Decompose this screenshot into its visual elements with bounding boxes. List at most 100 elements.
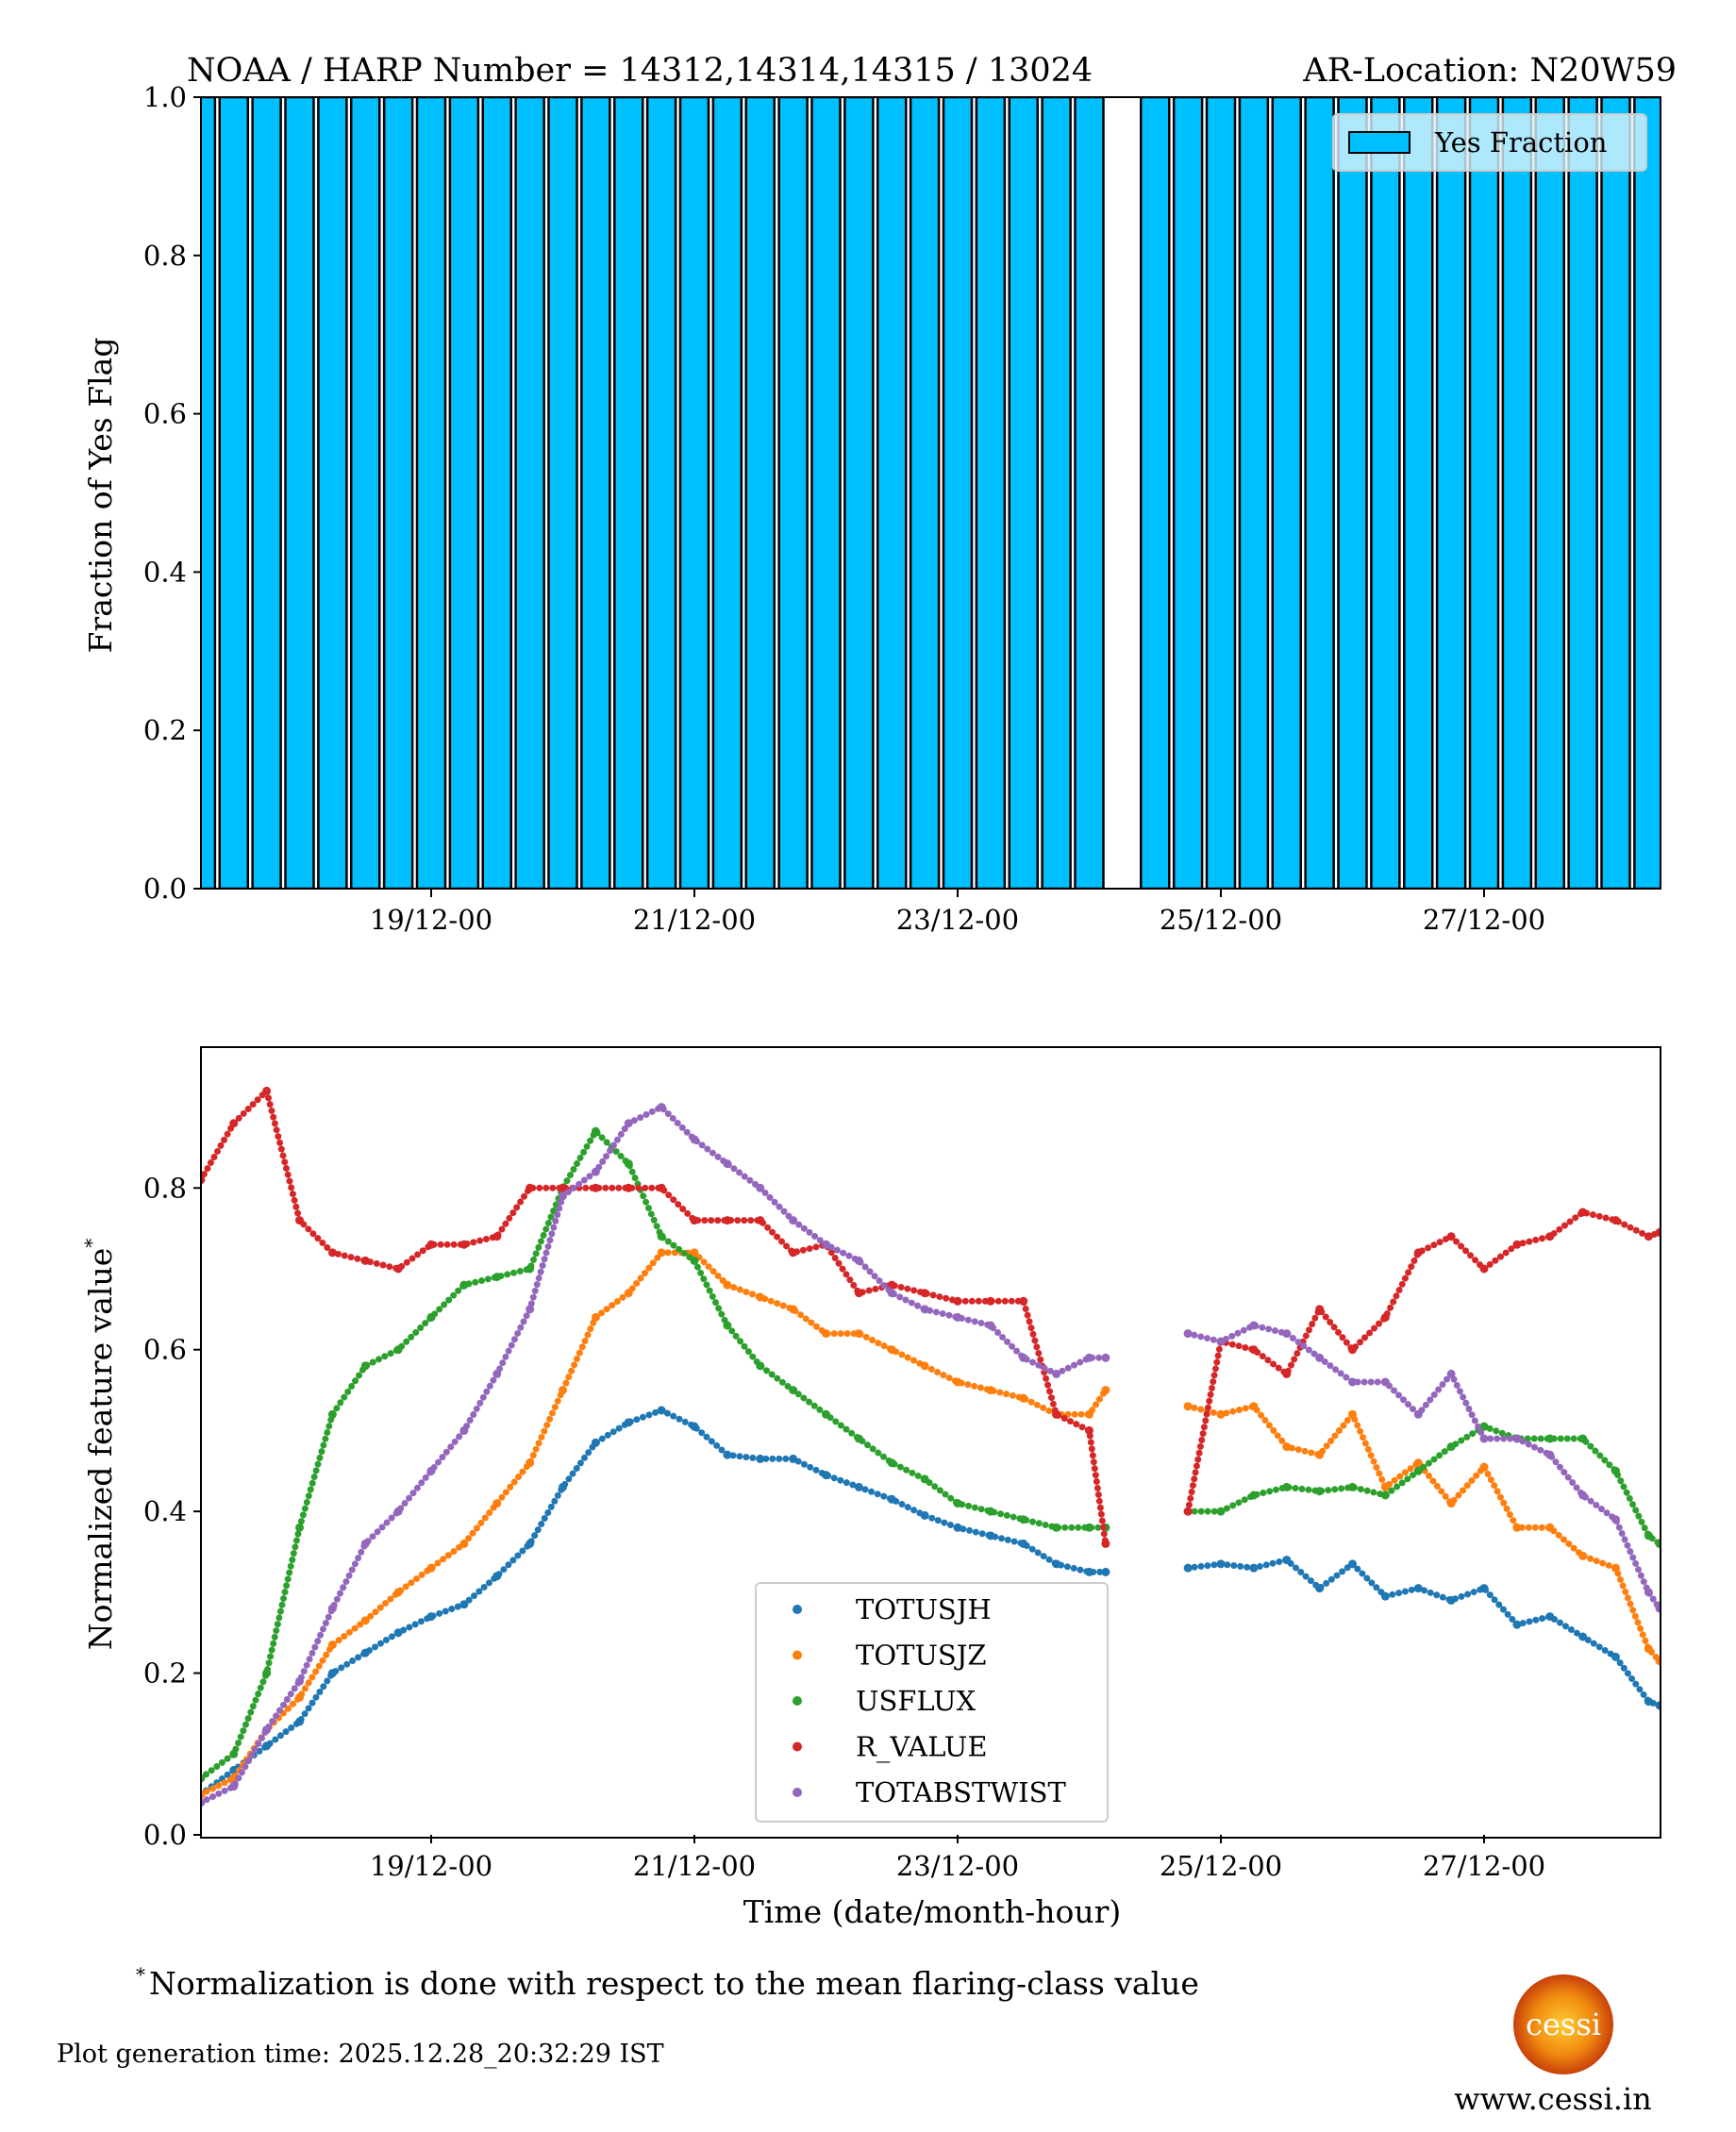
data-point [459,1240,469,1249]
series-dots [1184,1423,1661,1547]
bar [415,97,447,889]
data-point [1479,1422,1489,1431]
data-point [920,1289,929,1298]
bar [1567,97,1598,889]
data-point [1380,1312,1390,1322]
y-label-text: Normalized feature value [82,1248,119,1651]
data-point [789,1305,798,1314]
data-point [492,1572,502,1581]
series-totabstwist [201,1103,1661,1807]
data-point [295,1692,304,1702]
bar [1205,97,1237,889]
data-point [1249,1402,1259,1411]
generation-time: Plot generation time: 2025.12.28_20:32:2… [57,2040,664,2069]
data-point [526,1264,535,1274]
data-point [393,1507,403,1516]
bottom-legend: TOTUSJH TOTUSJZ USFLUX R_VALUE TOTABSTWIST [755,1582,1109,1823]
data-point [1479,1264,1489,1274]
bar [382,97,414,889]
bar [547,97,578,889]
data-point [1216,1409,1226,1419]
data-point [262,1669,272,1678]
data-point [1512,1620,1522,1629]
data-point [1282,1442,1292,1452]
x-tick-label: 23/12-00 [896,1850,1019,1882]
data-point [1019,1296,1028,1306]
bar [1271,97,1302,889]
bar [218,97,249,889]
x-axis-label: Time (date/month-hour) [743,1893,1122,1930]
data-point [1348,1377,1357,1387]
data-point [360,1361,370,1371]
data-point [591,1438,600,1447]
data-point [1545,1523,1555,1532]
data-point [657,1183,666,1192]
data-point [393,1628,403,1638]
bar [251,97,282,889]
data-point [1019,1539,1028,1548]
data-point [723,1159,732,1169]
logo-text: cessi [1526,2007,1601,2042]
legend-marker [793,1650,802,1660]
data-point [1611,1216,1620,1225]
data-point [1101,1353,1110,1362]
data-point [953,1377,962,1387]
data-point [624,1183,633,1192]
data-point [327,1248,337,1258]
data-point [1315,1305,1325,1314]
data-point [393,1264,403,1274]
data-point [1052,1559,1061,1569]
bar [678,97,710,889]
x-tick-label: 27/12-00 [1423,1850,1545,1882]
data-point [1644,1588,1653,1597]
data-point [295,1216,304,1225]
website-link[interactable]: www.cessi.in [1454,2081,1652,2117]
top-legend: Yes Fraction [1332,113,1647,172]
data-point [295,1676,304,1686]
data-point [1578,1434,1588,1443]
data-point [1545,1232,1555,1241]
bar [777,97,809,889]
data-point [1611,1652,1620,1661]
data-point [756,1216,765,1225]
data-point [887,1289,896,1298]
yes-fraction-bar-chart: 0.0 0.2 0.4 0.6 0.8 1.0 19/12-00 21/12-00 23/12… [82,81,1661,936]
data-point [887,1458,896,1468]
bar [1074,97,1105,889]
bar [448,97,480,889]
data-point [1446,1442,1456,1452]
data-point [295,1523,304,1532]
data-point [1085,1425,1093,1435]
data-point [1249,1491,1259,1500]
sun-logo-icon [1513,1974,1613,2074]
legend-swatch-yes-fraction [1348,131,1410,154]
legend-box [1332,113,1647,172]
data-point [492,1273,502,1282]
bar [580,97,611,889]
data-point [1019,1353,1028,1362]
series-dots [1184,1402,1661,1665]
data-point [920,1361,929,1371]
bar [975,97,1007,889]
bar [1172,97,1204,889]
data-point [854,1482,863,1491]
data-point [887,1345,896,1355]
bar [1403,97,1434,889]
data-point [393,1588,403,1597]
data-point [1085,1409,1093,1419]
data-point [591,1167,600,1176]
data-point [201,1774,206,1783]
data-point [723,1280,732,1290]
bar [1008,97,1039,889]
data-point [822,1471,830,1480]
bar [843,97,875,889]
x-tick-label: 21/12-00 [633,904,756,936]
data-point [624,1119,633,1128]
data-point [1216,1559,1226,1569]
y-tick-label: 0.2 [143,714,187,746]
bar [1370,97,1401,889]
data-point [789,1248,798,1258]
footnote: * Normalization is done with respect to t… [136,1963,1199,2002]
data-point [953,1312,962,1322]
data-point [1183,1329,1193,1339]
